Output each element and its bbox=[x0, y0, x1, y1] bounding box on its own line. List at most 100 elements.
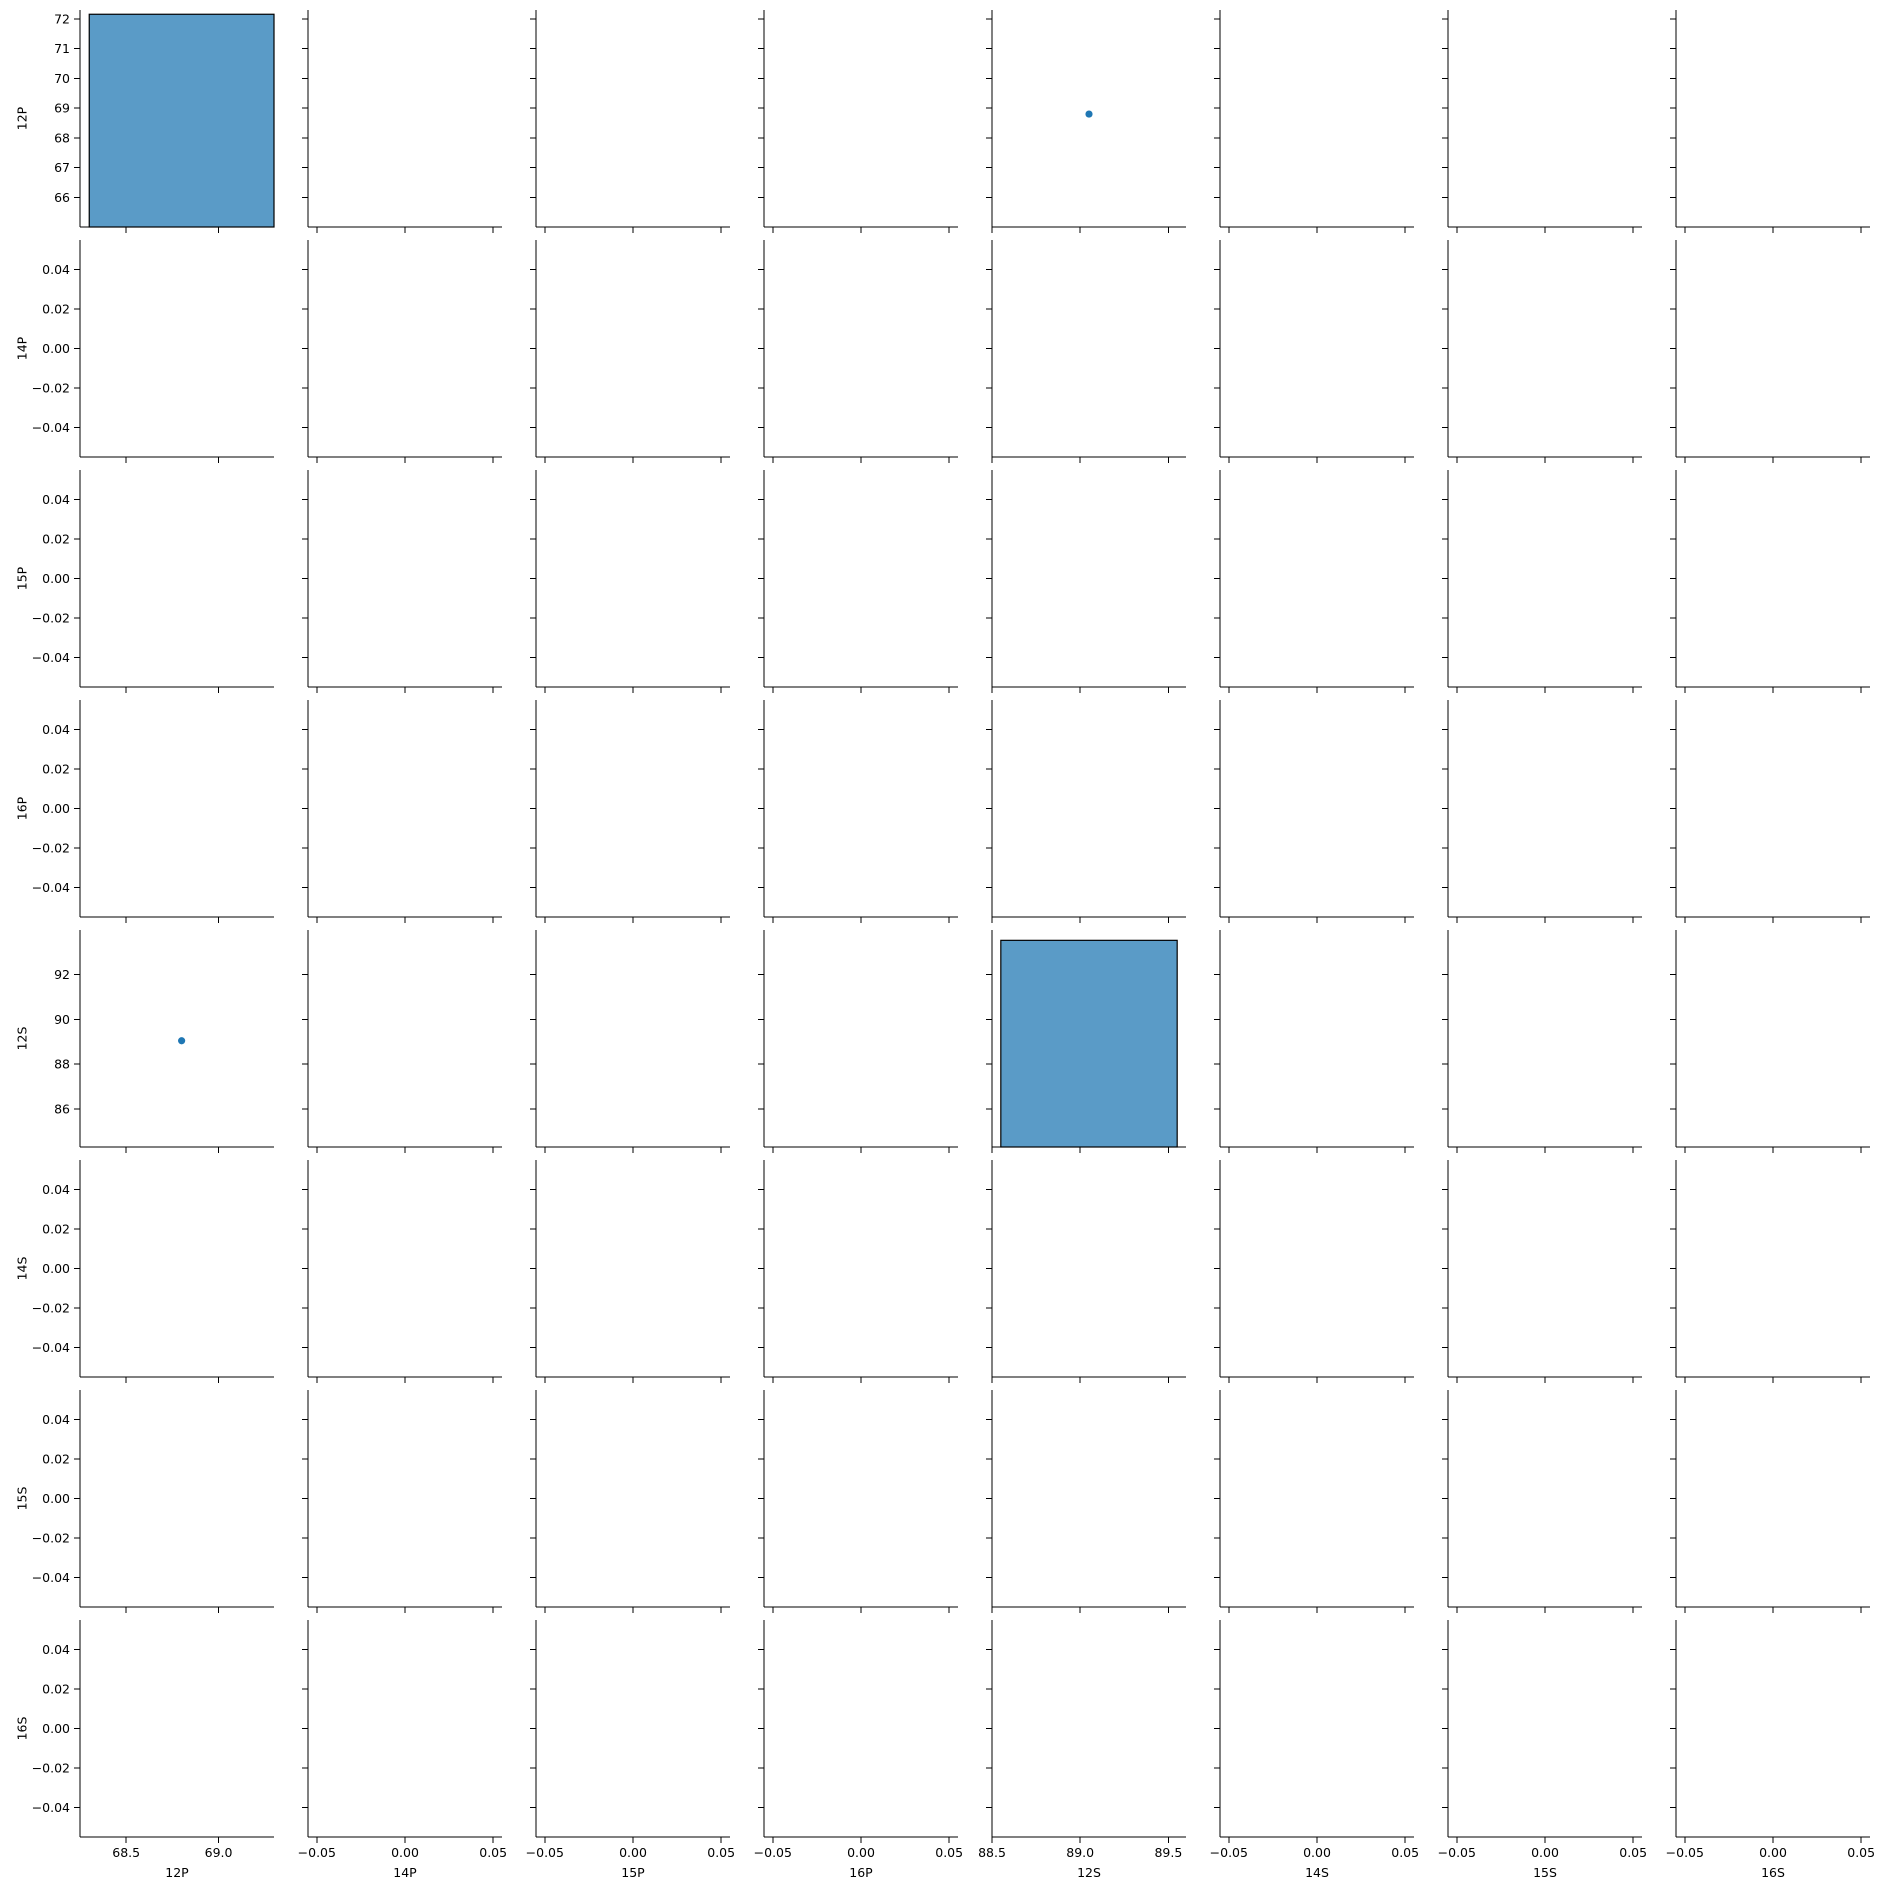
x-tick-label: −0.05 bbox=[298, 1845, 336, 1860]
panel-16S-12P: −0.04 −0.02 0.00 0.02 0.04 68.5 69.0 12P 16S bbox=[15, 1620, 274, 1880]
panel-15S-14S bbox=[1214, 1390, 1414, 1613]
y-tick-label: 69 bbox=[54, 101, 70, 116]
panel-14S-14S bbox=[1214, 1160, 1414, 1383]
x-tick-label: 0.00 bbox=[847, 1845, 875, 1860]
panel-12P-15S bbox=[1442, 10, 1642, 233]
panel-15S-12P: −0.04 −0.02 0.00 0.02 0.04 15S bbox=[15, 1390, 274, 1613]
x-tick-label: 0.05 bbox=[479, 1845, 507, 1860]
y-tick-label: 0.04 bbox=[42, 1642, 70, 1657]
scatter-point-12P-12S bbox=[1085, 110, 1093, 118]
panel-14S-15S bbox=[1442, 1160, 1642, 1383]
y-tick-label: −0.04 bbox=[32, 880, 70, 895]
panel-12S-14P bbox=[302, 930, 502, 1153]
panel-12P-14P bbox=[302, 10, 502, 233]
y-tick-label: −0.02 bbox=[32, 1760, 70, 1775]
panel-14P-12S bbox=[986, 240, 1186, 463]
x-tick-label: −0.05 bbox=[754, 1845, 792, 1860]
y-tick-label: −0.04 bbox=[32, 1570, 70, 1585]
panel-15P-12S bbox=[986, 470, 1186, 693]
y-tick-label: 0.04 bbox=[42, 492, 70, 507]
panel-12P-15P bbox=[530, 10, 730, 233]
x-tick-label: 89.5 bbox=[1154, 1845, 1182, 1860]
panel-14S-12S bbox=[986, 1160, 1186, 1383]
y-axis-label-12S: 12S bbox=[15, 1027, 30, 1051]
y-tick-label: 0.02 bbox=[42, 1682, 70, 1697]
y-tick-label: 0.00 bbox=[42, 1261, 70, 1276]
y-tick-label: −0.04 bbox=[32, 1340, 70, 1355]
y-tick-label: 92 bbox=[54, 967, 70, 982]
y-axis-label-12P: 12P bbox=[15, 106, 30, 130]
panel-16S-14P: −0.05 0.00 0.05 14P bbox=[298, 1620, 507, 1880]
panel-12S-12S bbox=[986, 930, 1186, 1153]
x-tick-label: −0.05 bbox=[1210, 1845, 1248, 1860]
y-axis-label-15S: 15S bbox=[15, 1487, 30, 1511]
pairplot-grid: 66 67 68 69 70 71 72 12P −0.04 −0.02 0.00 0.02 0.04 1… bbox=[15, 10, 1875, 1880]
y-tick-label: 0.00 bbox=[42, 801, 70, 816]
y-tick-label: 0.04 bbox=[42, 1182, 70, 1197]
y-tick-label: −0.02 bbox=[32, 380, 70, 395]
panel-16P-12P: −0.04 −0.02 0.00 0.02 0.04 16P bbox=[15, 700, 274, 923]
panel-12P-16S bbox=[1670, 10, 1870, 233]
panel-15S-15S bbox=[1442, 1390, 1642, 1613]
panel-12S-16P bbox=[758, 930, 958, 1153]
panel-16P-16P bbox=[758, 700, 958, 923]
x-axis-label-14P: 14P bbox=[393, 1865, 417, 1880]
y-tick-label: 0.02 bbox=[42, 532, 70, 547]
y-tick-label: 0.04 bbox=[42, 722, 70, 737]
x-tick-label: −0.05 bbox=[1438, 1845, 1476, 1860]
x-axis-label-16P: 16P bbox=[849, 1865, 873, 1880]
panel-15P-15S bbox=[1442, 470, 1642, 693]
y-tick-label: 90 bbox=[54, 1012, 70, 1027]
panel-14S-14P bbox=[302, 1160, 502, 1383]
y-tick-label: 86 bbox=[54, 1101, 70, 1116]
y-axis-label-16P: 16P bbox=[15, 796, 30, 820]
x-tick-label: 0.00 bbox=[1303, 1845, 1331, 1860]
x-tick-label: −0.05 bbox=[526, 1845, 564, 1860]
y-tick-label: 67 bbox=[54, 160, 70, 175]
y-tick-label: −0.02 bbox=[32, 840, 70, 855]
panel-16P-14S bbox=[1214, 700, 1414, 923]
x-axis-label-14S: 14S bbox=[1305, 1865, 1329, 1880]
panel-15P-14P bbox=[302, 470, 502, 693]
y-axis-label-14S: 14S bbox=[15, 1257, 30, 1281]
panel-15P-15P bbox=[530, 470, 730, 693]
y-tick-label: 70 bbox=[54, 71, 70, 86]
x-tick-label: 0.05 bbox=[1391, 1845, 1419, 1860]
histogram-bar-12P bbox=[88, 13, 275, 228]
x-axis-label-16S: 16S bbox=[1761, 1865, 1785, 1880]
y-tick-label: −0.02 bbox=[32, 1300, 70, 1315]
panel-14P-16P bbox=[758, 240, 958, 463]
panel-16P-12S bbox=[986, 700, 1186, 923]
y-tick-label: 66 bbox=[54, 190, 70, 205]
x-tick-label: 69.0 bbox=[205, 1845, 233, 1860]
y-tick-label: 0.04 bbox=[42, 262, 70, 277]
y-tick-label: 72 bbox=[54, 11, 70, 26]
x-tick-label: 0.00 bbox=[391, 1845, 419, 1860]
y-tick-label: −0.04 bbox=[32, 1800, 70, 1815]
panel-15S-15P bbox=[530, 1390, 730, 1613]
y-tick-label: −0.02 bbox=[32, 610, 70, 625]
panel-16P-14P bbox=[302, 700, 502, 923]
panel-16P-15P bbox=[530, 700, 730, 923]
panel-16S-14S: −0.05 0.00 0.05 14S bbox=[1210, 1620, 1419, 1880]
histogram-bar-12S bbox=[1000, 939, 1178, 1148]
panel-12S-15S bbox=[1442, 930, 1642, 1153]
x-tick-label: 88.5 bbox=[978, 1845, 1006, 1860]
panel-15P-12P: −0.04 −0.02 0.00 0.02 0.04 15P bbox=[15, 470, 274, 693]
x-axis-label-15P: 15P bbox=[621, 1865, 645, 1880]
x-tick-label: 0.00 bbox=[1531, 1845, 1559, 1860]
x-tick-label: 89.0 bbox=[1066, 1845, 1094, 1860]
x-axis-label-12S: 12S bbox=[1077, 1865, 1101, 1880]
panel-16S-12S: 88.5 89.0 89.5 12S bbox=[978, 1620, 1186, 1880]
x-tick-label: 0.00 bbox=[1759, 1845, 1787, 1860]
panel-16P-15S bbox=[1442, 700, 1642, 923]
panel-16S-15S: −0.05 0.00 0.05 15S bbox=[1438, 1620, 1647, 1880]
panel-14P-14S bbox=[1214, 240, 1414, 463]
panel-16S-16S: −0.05 0.00 0.05 16S bbox=[1666, 1620, 1875, 1880]
panel-14S-16P bbox=[758, 1160, 958, 1383]
scatter-point-12S-12P bbox=[178, 1037, 186, 1045]
panel-15P-16P bbox=[758, 470, 958, 693]
panel-16P-16S bbox=[1670, 700, 1870, 923]
x-tick-label: 0.05 bbox=[1619, 1845, 1647, 1860]
x-tick-label: 0.05 bbox=[935, 1845, 963, 1860]
